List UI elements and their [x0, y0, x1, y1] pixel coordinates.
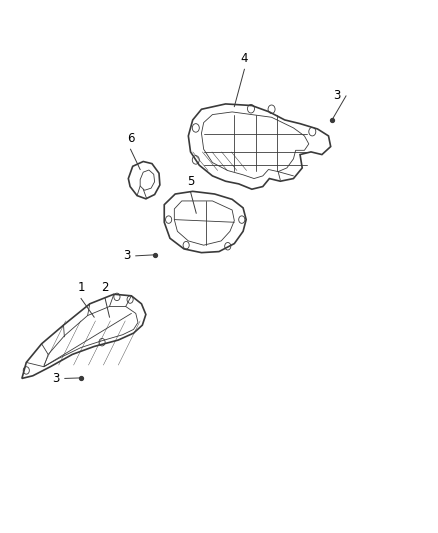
Text: 4: 4	[240, 52, 248, 65]
Text: 6: 6	[127, 132, 134, 145]
Text: 5: 5	[187, 175, 194, 188]
Text: 1: 1	[77, 281, 85, 294]
Text: 3: 3	[333, 90, 341, 102]
Text: 3: 3	[52, 372, 60, 385]
Text: 3: 3	[123, 249, 131, 262]
Text: 2: 2	[101, 281, 109, 294]
